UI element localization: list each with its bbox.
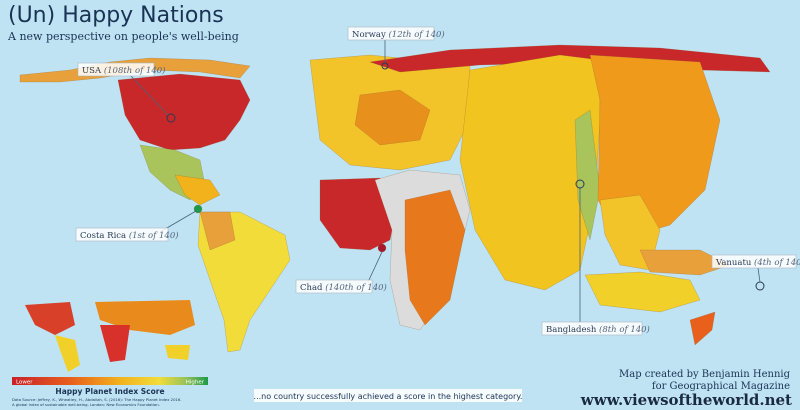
callout-label: Norway (12th of 140): [352, 29, 445, 40]
data-source: A global index of sustainable well-being…: [12, 402, 160, 407]
inset-land: [165, 345, 190, 360]
rank: (108th of 140): [104, 65, 166, 76]
rank: (4th of 140): [754, 257, 800, 268]
inset-land: [25, 302, 75, 335]
east-africa: [404, 189, 466, 326]
marker: [381, 62, 389, 70]
indonesia: [639, 249, 731, 276]
callout-label: Bangladesh (8th of 140): [546, 324, 650, 335]
country: Chad: [300, 283, 323, 293]
leader-line: [129, 74, 169, 116]
marker: [755, 281, 765, 291]
country: Costa Rica: [80, 231, 126, 241]
europe-east: [354, 89, 431, 146]
data-source: Data Source: Jeffrey, K., Wheatley, H., …: [12, 397, 182, 402]
callout: Vanuatu (4th of 140): [711, 254, 800, 291]
legend-title: Happy Planet Index Score: [55, 387, 164, 396]
callout-label: Vanuatu (4th of 140): [715, 257, 800, 268]
inset-legend: Lower Higher Happy Planet Index Score Da…: [10, 295, 210, 407]
inset-land: [55, 335, 80, 372]
label-box: [711, 254, 797, 269]
country: USA: [82, 66, 102, 76]
label-box: [541, 321, 643, 336]
credit: Map created by Benjamin Hennig: [619, 369, 791, 380]
usa: [117, 73, 251, 151]
credit: for Geographical Magazine: [652, 381, 790, 392]
country: Vanuatu: [715, 258, 752, 268]
callout: Chad (140th of 140): [295, 251, 387, 294]
subtitle: A new perspective on people's well-being: [7, 30, 239, 43]
south-america: [197, 211, 291, 353]
leader-line: [367, 251, 383, 283]
note-box: [254, 389, 522, 402]
label-box: [77, 62, 155, 77]
legend-bar: [12, 377, 208, 385]
callout: Costa Rica (1st of 140): [75, 210, 197, 242]
bangladesh: [574, 109, 601, 241]
callout: USA (108th of 140): [77, 62, 176, 123]
rank: (1st of 140): [129, 230, 179, 241]
callout: Bangladesh (8th of 140): [541, 179, 650, 336]
legend-low: Lower: [16, 380, 33, 386]
marker: [166, 113, 176, 123]
label-box: [295, 279, 373, 294]
rank: (12th of 140): [388, 29, 444, 40]
chad: [377, 243, 387, 253]
website: www.viewsoftheworld.net: [580, 391, 792, 409]
country: Bangladesh: [546, 325, 597, 335]
rank: (140th of 140): [325, 282, 387, 293]
inset-land: [100, 325, 130, 362]
cartogram: [19, 44, 771, 353]
rank: (8th of 140): [599, 324, 650, 335]
leader-line: [757, 267, 761, 283]
note: ...no country successfully achieved a sc…: [254, 392, 523, 401]
new-zealand: [689, 311, 716, 346]
australia: [584, 271, 701, 313]
callout-label: Chad (140th of 140): [300, 282, 387, 293]
china: [589, 54, 721, 241]
venezuela: [199, 211, 236, 251]
label-box: [75, 227, 169, 242]
marker: [575, 179, 585, 189]
label-box: [347, 26, 435, 41]
central-america: [174, 174, 221, 206]
callout: Norway (12th of 140): [347, 26, 445, 70]
legend-high: Higher: [186, 380, 205, 386]
title: (Un) Happy Nations: [8, 3, 224, 28]
country: Norway: [352, 30, 386, 40]
callout-label: Costa Rica (1st of 140): [80, 230, 179, 241]
callout-label: USA (108th of 140): [82, 65, 165, 76]
